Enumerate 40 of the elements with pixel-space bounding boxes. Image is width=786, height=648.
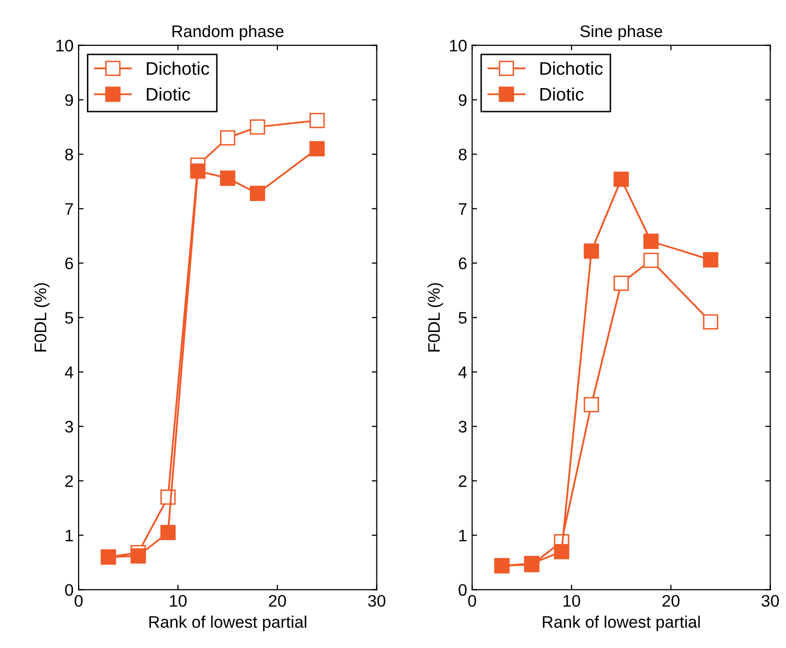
y-tick-label: 3	[458, 420, 467, 433]
y-tick-label: 9	[458, 94, 466, 106]
x-axis-title: Rank of lowest partial	[542, 616, 700, 632]
y-tick-label: 1	[459, 530, 466, 542]
y-tick-label: 9	[65, 94, 73, 106]
y-axis-title: F0DL (%)	[34, 283, 50, 352]
y-tick-label: 5	[65, 312, 74, 324]
x-tick-label: 10	[170, 594, 187, 607]
y-axis-title: F0DL (%)	[428, 283, 444, 352]
x-tick-label: 0	[74, 594, 83, 607]
y-tick-label: 8	[458, 148, 467, 160]
x-tick-label: 10	[564, 594, 580, 607]
y-tick-label: 6	[65, 257, 74, 270]
y-tick-label: 5	[458, 312, 467, 324]
y-tick-label: 7	[65, 203, 73, 215]
x-tick-label: 0	[468, 594, 476, 607]
x-tick-label: 20	[268, 594, 286, 607]
y-tick-label: 3	[65, 420, 74, 433]
y-tick-label: 4	[64, 366, 74, 378]
x-axis-title: Rank of lowest partial	[149, 616, 306, 632]
x-tick-label: 20	[662, 594, 680, 607]
y-tick-label: 7	[458, 203, 466, 215]
y-tick-label: 8	[65, 148, 74, 160]
y-tick-label: 10	[56, 40, 74, 52]
y-tick-label: 1	[66, 530, 73, 542]
y-tick-label: 10	[450, 40, 467, 52]
y-tick-label: 2	[458, 475, 466, 487]
legend-label: Dichotic	[146, 62, 210, 75]
chart-title: Random phase	[172, 24, 284, 40]
legend-label: Diotic	[146, 87, 190, 101]
y-tick-label: 0	[458, 584, 467, 596]
chart-title: Sine phase	[580, 24, 662, 40]
y-tick-label: 4	[458, 366, 467, 378]
legend-label: Dichotic	[540, 62, 603, 75]
y-tick-label: 6	[458, 257, 467, 270]
x-tick-label: 30	[368, 594, 386, 607]
legend-label: Diotic	[540, 87, 584, 101]
y-tick-label: 0	[65, 584, 74, 596]
y-tick-label: 2	[65, 475, 73, 487]
x-tick-label: 30	[762, 594, 779, 607]
